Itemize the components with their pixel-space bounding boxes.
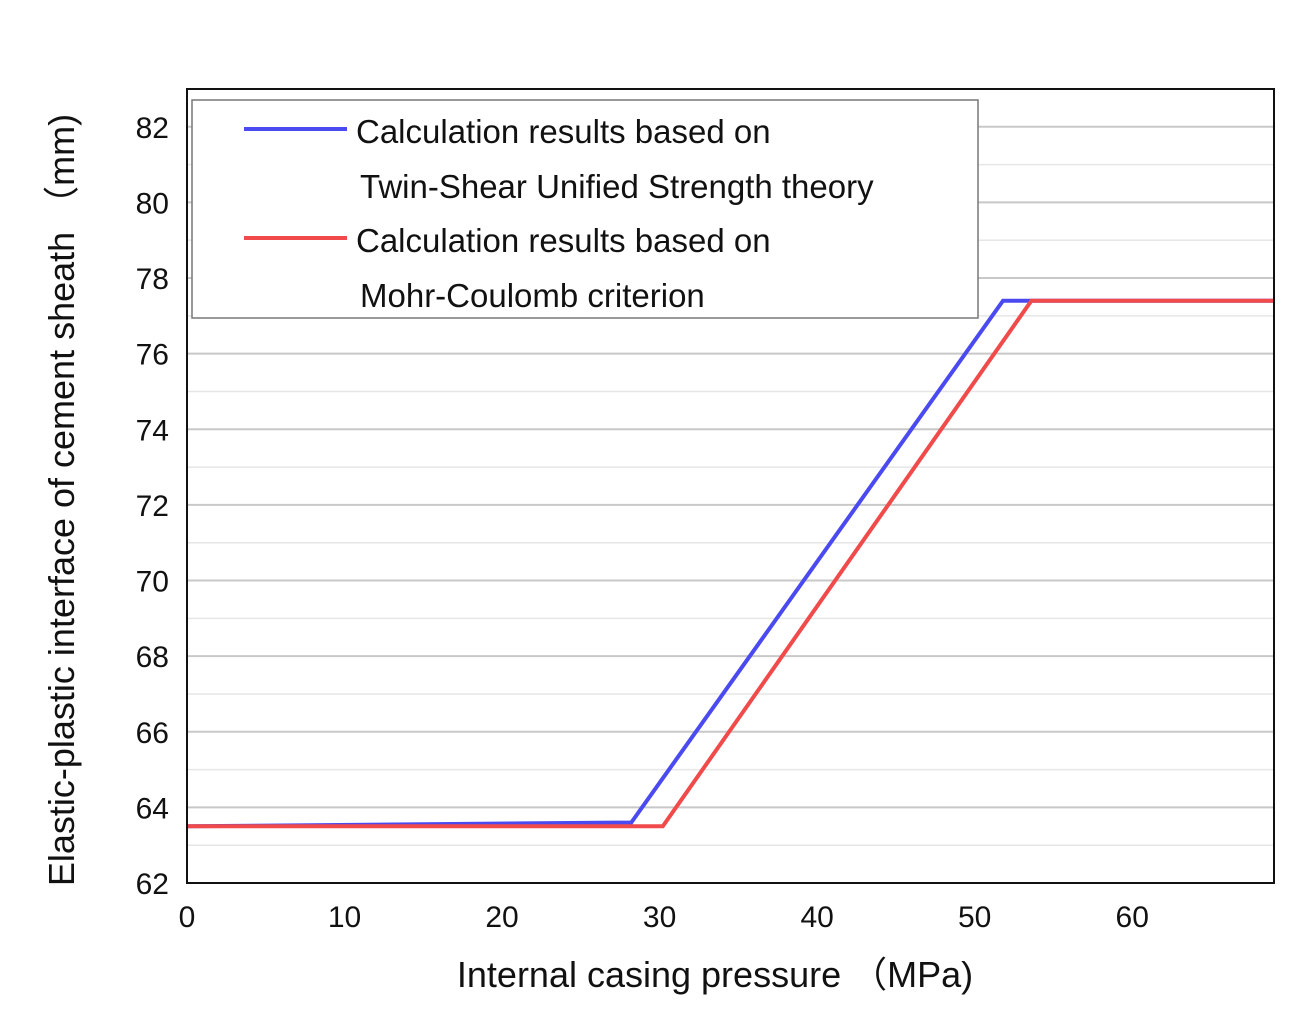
- series-lines: [186, 298, 1274, 829]
- y-tick-label: 76: [136, 339, 169, 372]
- x-tick-labels: 0 10 20 30 40 50 60: [179, 901, 1149, 934]
- legend-label-mohr-coulomb-line1: Calculation results based on: [356, 222, 771, 259]
- y-tick-label: 74: [136, 414, 169, 447]
- legend: Calculation results based on Twin-Shear …: [191, 99, 979, 319]
- plot-frame: [186, 88, 1275, 884]
- legend-label-twin-shear-line2: Twin-Shear Unified Strength theory: [360, 168, 874, 205]
- y-axis-title: Elastic-plastic interface of cement shea…: [41, 114, 82, 886]
- legend-box: [191, 99, 979, 319]
- y-tick-label: 68: [136, 641, 169, 674]
- x-tick-label: 50: [958, 901, 991, 934]
- x-tick-label: 0: [179, 901, 196, 934]
- y-tick-labels: 62 64 66 68 70 72 74 76 78 80 82: [136, 112, 169, 901]
- series-line-mohr-coulomb: [187, 298, 1274, 829]
- x-tick-label: 60: [1116, 901, 1149, 934]
- y-tick-label: 80: [136, 187, 169, 220]
- y-tick-label: 64: [136, 792, 169, 825]
- x-tick-label: 40: [800, 901, 833, 934]
- y-tick-label: 78: [136, 263, 169, 296]
- x-tick-label: 20: [485, 901, 518, 934]
- legend-label-twin-shear-line1: Calculation results based on: [356, 113, 771, 150]
- y-tick-label: 70: [136, 566, 169, 599]
- y-tick-label: 62: [136, 868, 169, 901]
- x-tick-label: 10: [328, 901, 361, 934]
- x-tick-label: 30: [643, 901, 676, 934]
- y-tick-label: 66: [136, 717, 169, 750]
- legend-label-mohr-coulomb-line2: Mohr-Coulomb criterion: [360, 277, 705, 314]
- y-tick-label: 82: [136, 112, 169, 145]
- y-tick-label: 72: [136, 490, 169, 523]
- x-axis-title: Internal casing pressure （MPa): [457, 954, 973, 995]
